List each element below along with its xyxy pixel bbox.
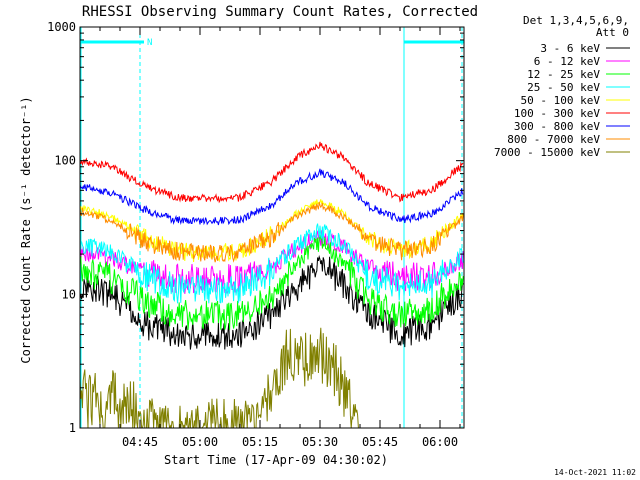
x-tick-label: 05:30	[302, 435, 338, 449]
x-tick-label: 05:15	[242, 435, 278, 449]
legend-header-line: Det 1,3,4,5,6,9,	[523, 14, 629, 27]
footer-timestamp: 14-Oct-2021 11:02	[554, 468, 636, 477]
status-bar-label: N	[147, 38, 152, 48]
y-tick-label: 100	[54, 154, 76, 168]
legend-header-line: Att 0	[596, 26, 629, 39]
plot-frame	[79, 26, 465, 429]
x-axis-label: Start Time (17-Apr-09 04:30:02)	[164, 453, 388, 467]
legend-label: 7000 - 15000 keV	[494, 146, 600, 159]
series-line-0	[79, 254, 464, 350]
series-line-5	[80, 141, 464, 204]
y-tick-label: 1000	[47, 20, 76, 34]
legend-label: 300 - 800 keV	[514, 120, 600, 133]
series-line-3	[79, 223, 464, 304]
legend-label: 6 - 12 keV	[534, 55, 601, 68]
plot-area: N	[79, 27, 464, 429]
x-tick-label: 04:45	[122, 435, 158, 449]
y-axis-label: Corrected Count Rate (s⁻¹ detector⁻¹)	[19, 96, 33, 363]
legend-label: 50 - 100 keV	[521, 94, 601, 107]
legend-label: 100 - 300 keV	[514, 107, 600, 120]
chart-title: RHESSI Observing Summary Count Rates, Co…	[82, 4, 478, 20]
x-tick-label: 05:00	[182, 435, 218, 449]
series-line-6	[79, 168, 464, 226]
x-tick-label: 05:45	[362, 435, 398, 449]
y-tick-label: 1	[69, 421, 76, 435]
legend-label: 3 - 6 keV	[540, 42, 600, 55]
series-line-7	[79, 201, 464, 263]
legend-label: 12 - 25 keV	[527, 68, 600, 81]
legend-label: 25 - 50 keV	[527, 81, 600, 94]
y-tick-label: 10	[62, 287, 76, 301]
x-tick-label: 06:00	[422, 435, 458, 449]
series-line-2	[79, 234, 464, 330]
legend-label: 800 - 7000 keV	[507, 133, 600, 146]
axes: 04:45 05:00 05:15 05:30 05:45 06:00 1 10 100 1000	[47, 20, 464, 449]
